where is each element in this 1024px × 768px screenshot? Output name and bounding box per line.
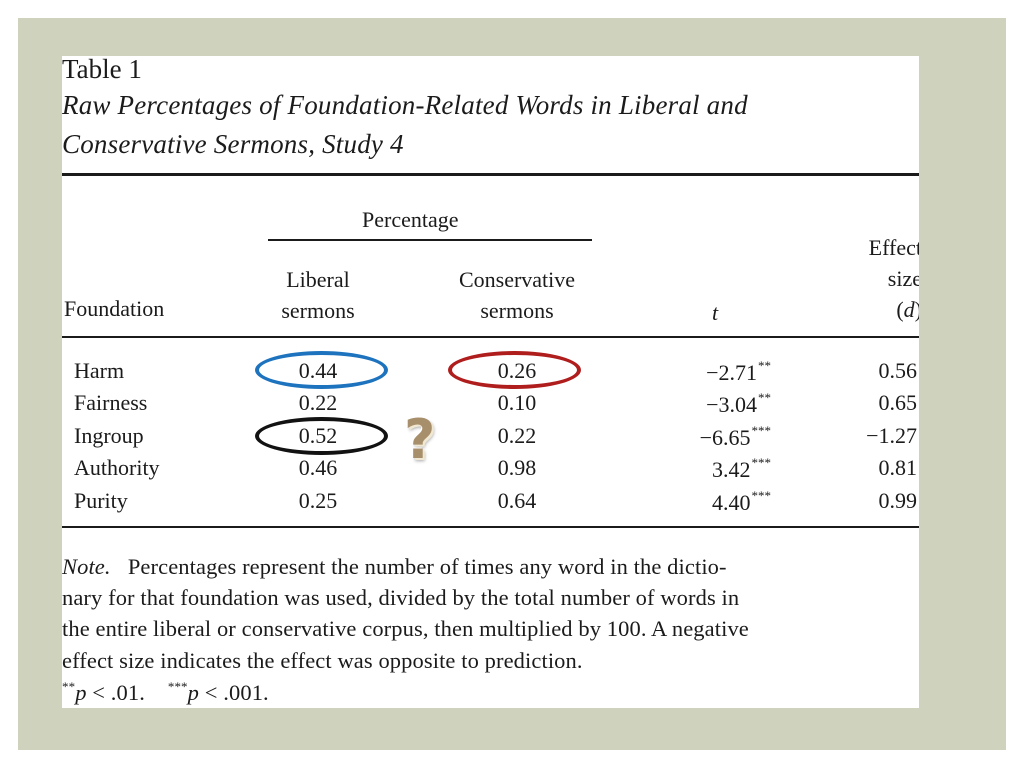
- cell-foundation: Fairness: [74, 390, 148, 415]
- table-image: Table 1 Raw Percentages of Foundation-Re…: [62, 56, 919, 708]
- cell-conservative: 0.98: [497, 455, 537, 480]
- header-conservative-line-2: sermons: [480, 298, 554, 323]
- cell-liberal: 0.46: [298, 455, 338, 480]
- header-liberal-line-1: Liberal: [286, 267, 350, 292]
- header-effect-line-1: Effect: [868, 235, 919, 260]
- cell-effect-size: 0.81: [878, 455, 918, 480]
- note-line-4: effect size indicates the effect was opp…: [62, 648, 583, 673]
- sig-2-p: p: [187, 680, 200, 705]
- header-effect-line-3: (d): [822, 294, 919, 325]
- note-line-3: the entire liberal or conservative corpu…: [62, 616, 749, 641]
- header-rule: [62, 336, 919, 338]
- t-value: 4.40: [712, 490, 751, 515]
- t-value: −3.04: [706, 392, 757, 417]
- header-foundation: Foundation: [64, 296, 165, 321]
- cell-t: −2.71**: [706, 358, 771, 386]
- sig-1-stars: **: [62, 679, 76, 694]
- slide-frame: Table 1 Raw Percentages of Foundation-Re…: [18, 18, 1006, 750]
- note-line-2: nary for that foundation was used, divid…: [62, 585, 740, 610]
- paren-close: ): [915, 297, 919, 322]
- cell-foundation: Authority: [74, 455, 160, 480]
- header-t: t: [712, 300, 719, 325]
- header-effect-size: Effect size (d): [822, 232, 919, 325]
- paren-open: (: [896, 297, 904, 322]
- t-significance: **: [758, 390, 771, 405]
- header-liberal-line-2: sermons: [281, 298, 355, 323]
- sig-1-text: < .01.: [86, 680, 145, 705]
- t-significance: **: [758, 358, 771, 373]
- cell-foundation: Purity: [74, 488, 128, 513]
- cell-t: 4.40***: [712, 488, 771, 516]
- table-title-line-2: Conservative Sermons, Study 4: [62, 129, 404, 159]
- cell-liberal: 0.22: [298, 390, 338, 415]
- t-value: −2.71: [706, 360, 757, 385]
- cell-foundation: Ingroup: [74, 423, 144, 448]
- blue-highlight-circle: [255, 351, 388, 389]
- cell-effect-size: 0.99: [878, 488, 918, 513]
- t-significance: ***: [751, 455, 772, 470]
- top-rule: [62, 173, 919, 176]
- sig-2-stars: ***: [167, 679, 188, 694]
- cell-t: 3.42***: [712, 455, 771, 483]
- note-text-1: Percentages represent the number of time…: [127, 554, 727, 579]
- header-liberal-sermons: Liberal sermons: [258, 264, 378, 326]
- header-conservative-sermons: Conservative sermons: [427, 264, 607, 326]
- cell-t: −6.65***: [700, 423, 771, 451]
- t-value: 3.42: [712, 457, 751, 482]
- note-line-1: Note. Percentages represent the number o…: [62, 554, 727, 580]
- percentage-span-rule: [268, 239, 592, 241]
- cell-effect-size: −1.27: [866, 423, 917, 448]
- question-mark-icon: ?: [404, 408, 436, 471]
- sig-1-p: p: [75, 680, 87, 705]
- bottom-rule: [62, 526, 919, 528]
- t-significance: ***: [751, 423, 772, 438]
- cell-effect-size: 0.65: [878, 390, 918, 415]
- header-conservative-line-1: Conservative: [458, 267, 576, 292]
- t-significance: ***: [751, 488, 772, 503]
- cell-liberal: 0.25: [298, 488, 338, 513]
- red-highlight-circle: [448, 351, 581, 389]
- cell-conservative: 0.22: [497, 423, 537, 448]
- table-label: Table 1: [62, 56, 142, 84]
- cell-conservative: 0.64: [497, 488, 537, 513]
- cell-effect-size: 0.56: [878, 358, 918, 383]
- header-d: d: [903, 297, 915, 322]
- note-label: Note.: [62, 554, 111, 579]
- sig-2-text: < .001.: [199, 680, 269, 705]
- significance-note: **p < .01. ***p < .001.: [62, 679, 269, 706]
- header-percentage: Percentage: [362, 207, 459, 232]
- cell-t: −3.04**: [706, 390, 771, 418]
- black-highlight-circle: [255, 417, 388, 455]
- cell-foundation: Harm: [74, 358, 125, 383]
- header-effect-line-2: size: [887, 266, 919, 291]
- t-value: −6.65: [699, 425, 751, 450]
- table-title-line-1: Raw Percentages of Foundation-Related Wo…: [62, 90, 748, 120]
- cell-conservative: 0.10: [497, 390, 537, 415]
